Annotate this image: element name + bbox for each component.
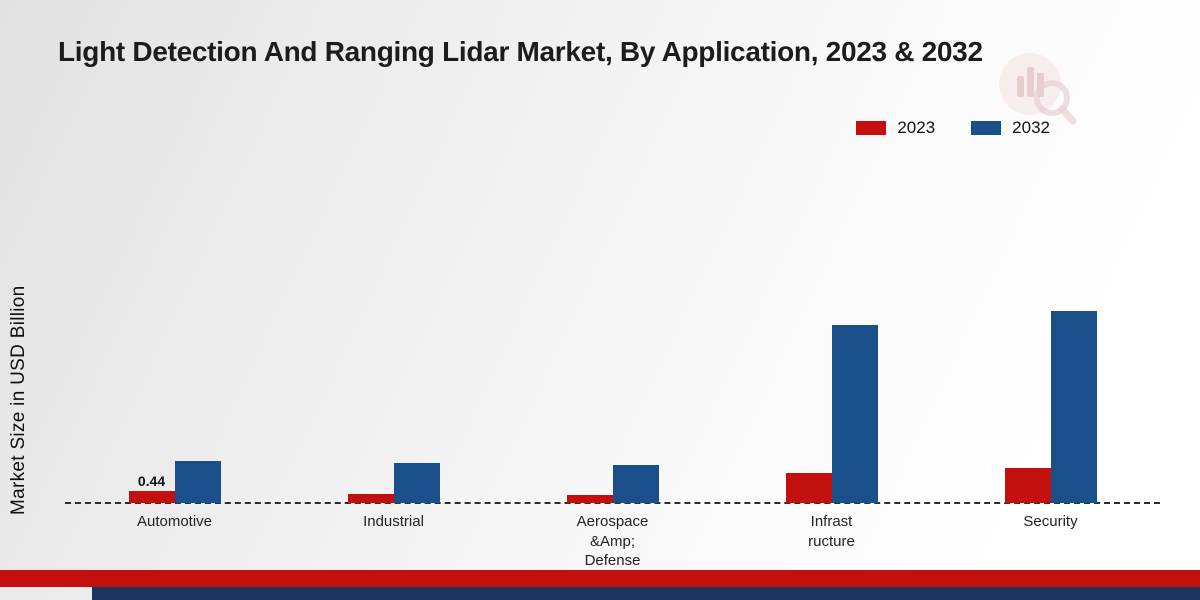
bar-2032-3 — [612, 464, 659, 503]
bar-chart-magnifier-icon — [999, 53, 1077, 125]
category-label: Security — [1023, 513, 1078, 530]
category-label: Industrial — [363, 513, 424, 530]
category-label: Automotive — [136, 513, 213, 530]
bar-2032-2 — [393, 462, 440, 503]
legend-label-2032: 2032 — [1012, 118, 1050, 137]
bar-2032-5 — [1050, 311, 1097, 503]
bar-group-3: Aerospace &Amp; Defense — [566, 160, 659, 569]
bar-2023-2 — [347, 493, 394, 503]
legend-item-2023: 2023 — [856, 118, 935, 138]
legend: 2023 2032 — [856, 118, 1050, 138]
legend-label-2023: 2023 — [897, 118, 936, 137]
footer-navy-stripe — [92, 587, 1200, 600]
bar-2023-5 — [1004, 467, 1051, 503]
bar-group-1: 0.44 Automotive — [128, 160, 221, 530]
legend-item-2032: 2032 — [971, 118, 1050, 138]
category-label: Infrast ructure — [808, 513, 855, 550]
legend-swatch-2032 — [971, 121, 1002, 135]
value-label: 0.44 — [137, 473, 166, 490]
bar-2023-4 — [785, 473, 832, 503]
bar-group-4: Infrast ructure — [785, 160, 878, 550]
page-title: Light Detection And Ranging Lidar Market… — [58, 36, 983, 67]
footer-red-stripe — [0, 570, 1200, 587]
y-axis-label: Market Size in USD Billion — [8, 285, 29, 515]
watermark-logo — [988, 46, 1084, 135]
bar-2023-3 — [566, 494, 613, 503]
bar-2032-4 — [831, 324, 878, 503]
bar-2032-1 — [174, 461, 221, 503]
bar-chart: 0.44 Automotive Industrial Aerospace &Amp; … — [65, 160, 1160, 569]
category-label: Aerospace &Amp; Defense — [576, 513, 649, 569]
bar-group-5: Security — [1004, 160, 1097, 530]
zero-baseline — [65, 502, 1160, 504]
bar-2023-1: 0.44 — [128, 473, 175, 503]
legend-swatch-2023 — [856, 121, 887, 135]
bar-group-2: Industrial — [347, 160, 440, 530]
